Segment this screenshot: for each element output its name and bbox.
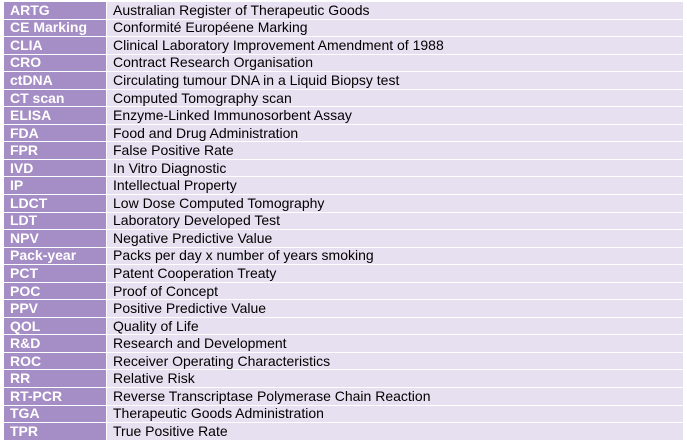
abbreviation: IVD [3,158,107,178]
table-row: RR Relative Risk [3,369,684,389]
table-row: IP Intellectual Property [3,176,684,196]
abbreviation: ELISA [3,106,107,125]
abbreviation: POC [3,281,107,301]
definition: True Positive Rate [106,422,684,441]
table-row: RT-PCR Reverse Transcriptase Polymerase C… [3,387,684,406]
abbreviation: LDT [3,211,107,231]
abbreviation: FDA [3,123,107,143]
abbreviation: CLIA [3,36,107,55]
abbreviation: RR [3,369,107,389]
definition: Australian Register of Therapeutic Goods [106,1,684,20]
glossary-table: ARTG Australian Register of Therapeutic G… [3,1,684,441]
abbreviation: FPR [3,141,107,160]
abbreviation: PPV [3,299,107,318]
table-row: CE Marking Conformité Européene Marking [3,18,684,38]
table-row: NPV Negative Predictive Value [3,229,684,248]
table-row: CRO Contract Research Organisation [3,53,684,73]
definition: Laboratory Developed Test [106,211,684,231]
table-body: ARTG Australian Register of Therapeutic G… [3,1,684,441]
table-row: CLIA Clinical Laboratory Improvement Amen… [3,36,684,55]
table-row: QOL Quality of Life [3,316,684,336]
table-row: LDCT Low Dose Computed Tomography [3,194,684,213]
definition: Enzyme-Linked Immunosorbent Assay [106,106,684,125]
abbreviation: TPR [3,422,107,441]
definition: Receiver Operating Characteristics [106,351,684,371]
definition: Intellectual Property [106,176,684,196]
definition: Contract Research Organisation [106,53,684,73]
abbreviation: ARTG [3,1,107,20]
definition: Relative Risk [106,369,684,389]
definition: Patent Cooperation Treaty [106,264,684,283]
abbreviation: PCT [3,264,107,283]
table-row: PPV Positive Predictive Value [3,299,684,318]
definition: False Positive Rate [106,141,684,160]
table-row: IVD In Vitro Diagnostic [3,158,684,178]
abbreviation: RT-PCR [3,387,107,406]
abbreviation: QOL [3,316,107,336]
table-row: FPR False Positive Rate [3,141,684,160]
definition: Computed Tomography scan [106,88,684,108]
abbreviation: CT scan [3,88,107,108]
table-row: ELISA Enzyme-Linked Immunosorbent Assay [3,106,684,125]
table-row: CT scan Computed Tomography scan [3,88,684,108]
definition: Therapeutic Goods Administration [106,404,684,424]
definition: Low Dose Computed Tomography [106,194,684,213]
table-row: POC Proof of Concept [3,281,684,301]
definition: Reverse Transcriptase Polymerase Chain R… [106,387,684,406]
definition: In Vitro Diagnostic [106,158,684,178]
table-row: TGA Therapeutic Goods Administration [3,404,684,424]
abbreviation: TGA [3,404,107,424]
table-row: TPR True Positive Rate [3,422,684,441]
definition: Research and Development [106,334,684,353]
abbreviation: CE Marking [3,18,107,38]
definition: Circulating tumour DNA in a Liquid Biops… [106,71,684,90]
table-row: ARTG Australian Register of Therapeutic G… [3,1,684,20]
abbreviation: NPV [3,229,107,248]
abbreviation: IP [3,176,107,196]
abbreviation: ROC [3,351,107,371]
abbreviation: R&D [3,334,107,353]
definition: Quality of Life [106,316,684,336]
table-row: R&D Research and Development [3,334,684,353]
abbreviation: Pack-year [3,246,107,266]
abbreviation: CRO [3,53,107,73]
table-row: ctDNA Circulating tumour DNA in a Liquid … [3,71,684,90]
table-row: Pack-year Packs per day x number of years… [3,246,684,266]
table-row: FDA Food and Drug Administration [3,123,684,143]
definition: Positive Predictive Value [106,299,684,318]
definition: Negative Predictive Value [106,229,684,248]
table-row: PCT Patent Cooperation Treaty [3,264,684,283]
definition: Clinical Laboratory Improvement Amendmen… [106,36,684,55]
abbreviation: ctDNA [3,71,107,90]
abbreviation: LDCT [3,194,107,213]
definition: Packs per day x number of years smoking [106,246,684,266]
table-row: ROC Receiver Operating Characteristics [3,351,684,371]
definition: Proof of Concept [106,281,684,301]
definition: Conformité Européene Marking [106,18,684,38]
definition: Food and Drug Administration [106,123,684,143]
table-row: LDT Laboratory Developed Test [3,211,684,231]
